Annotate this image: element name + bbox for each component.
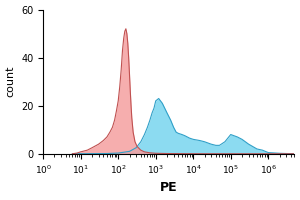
- X-axis label: PE: PE: [160, 181, 178, 194]
- Y-axis label: count: count: [6, 66, 16, 97]
